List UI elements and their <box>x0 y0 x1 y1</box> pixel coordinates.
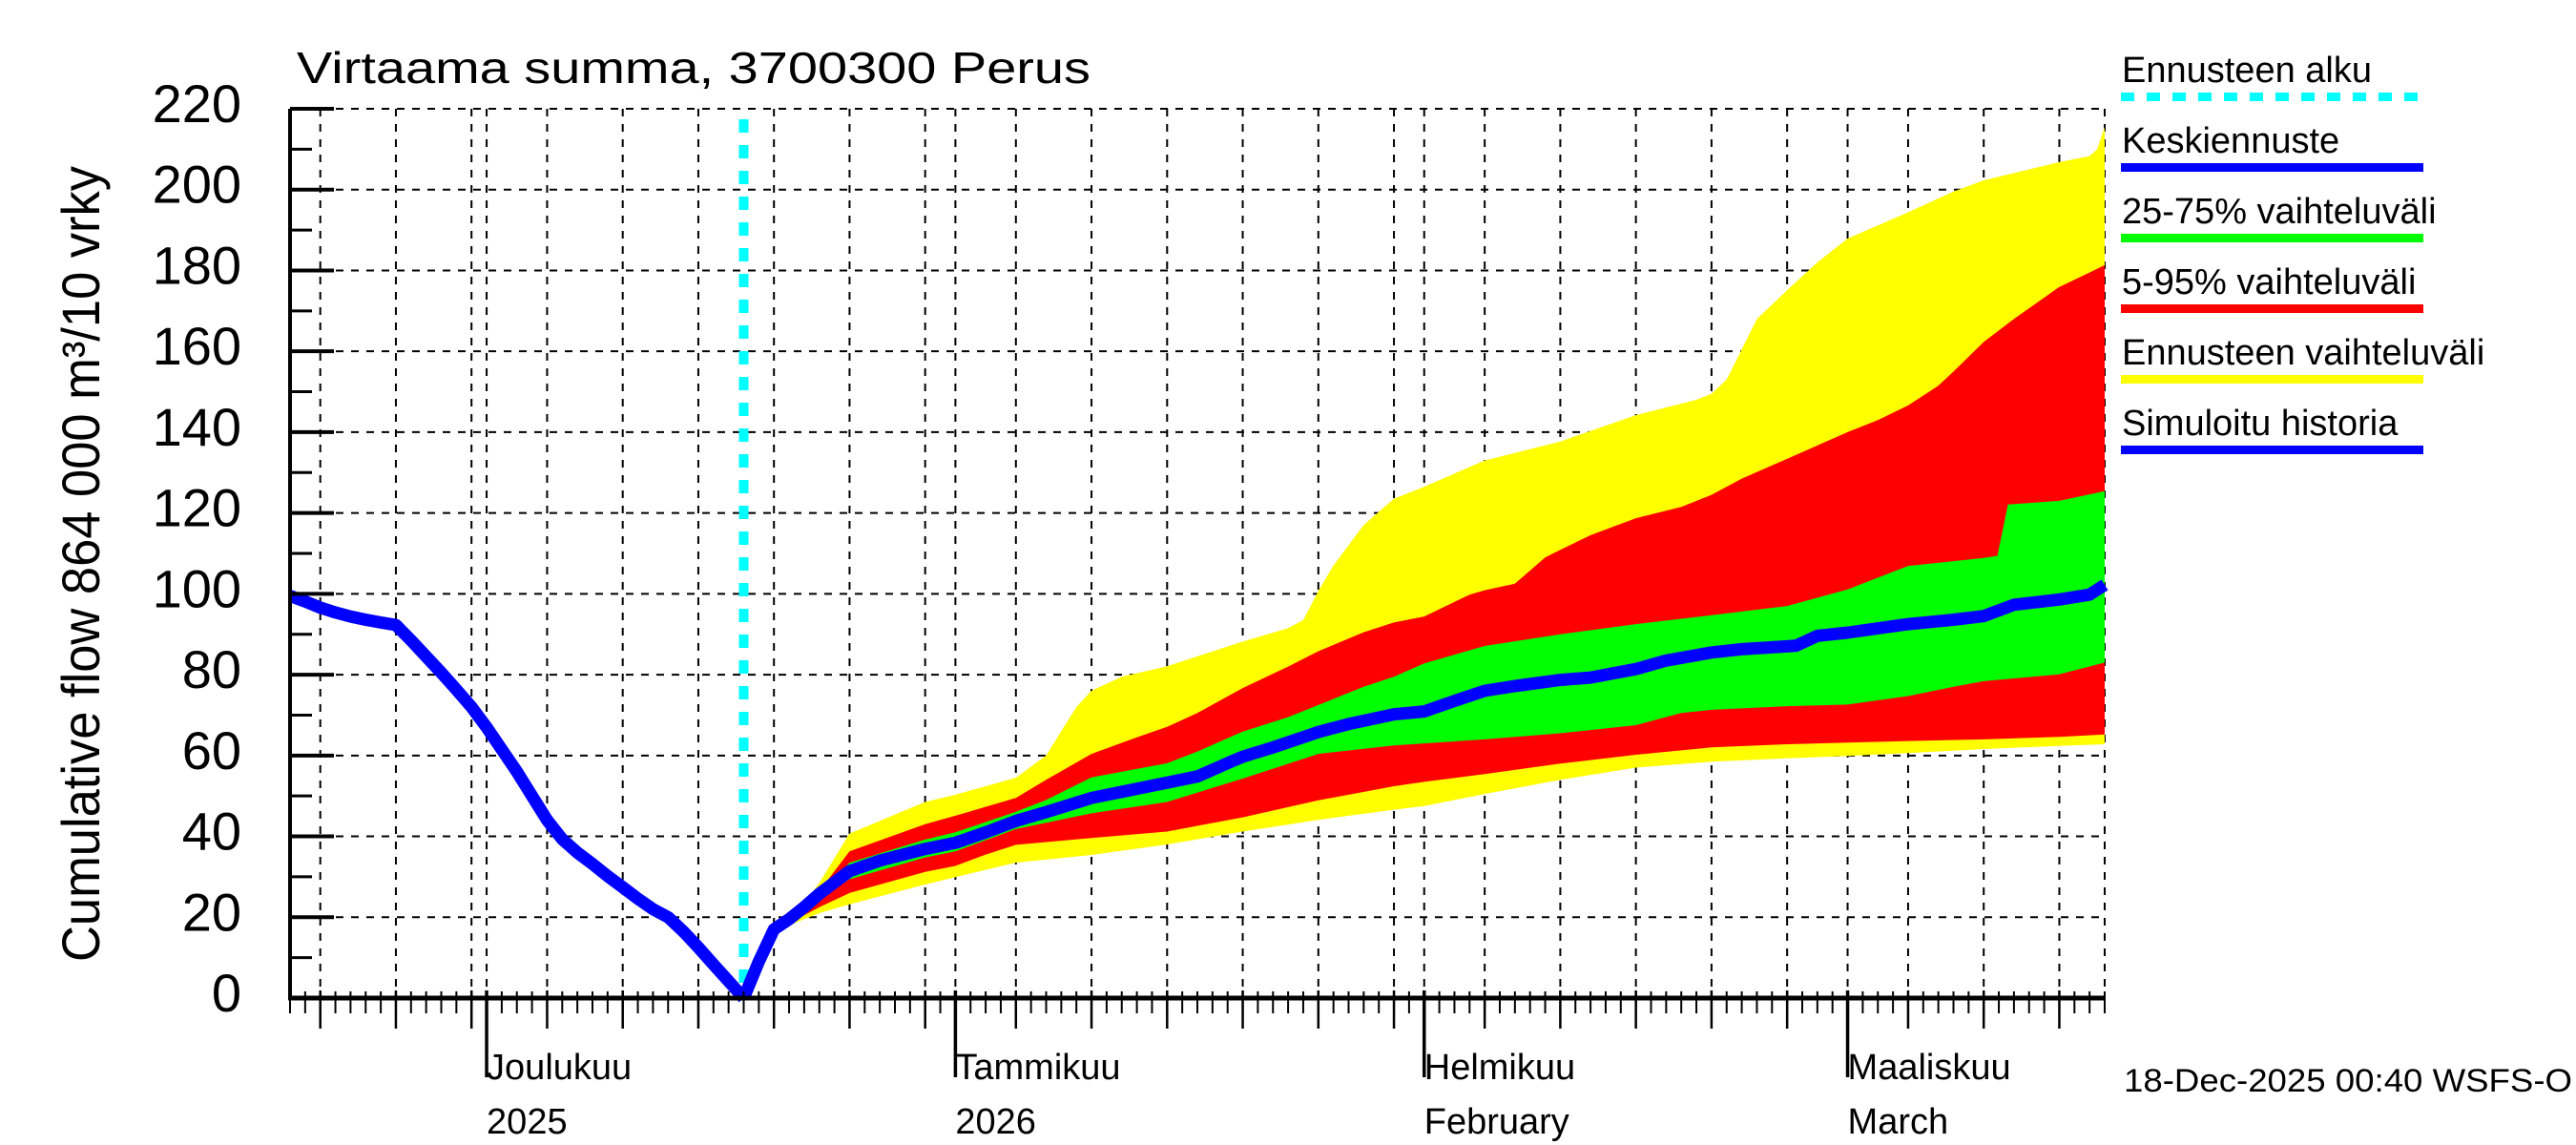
legend-label: Ennusteen alku <box>2122 51 2372 91</box>
chart-title: Virtaama summa, 3700300 Perus <box>297 43 1091 93</box>
month-label: Joulukuu <box>487 1048 632 1088</box>
history-line <box>287 590 749 1003</box>
legend-label: 5-95% vaihteluväli <box>2122 262 2416 302</box>
legend-label: Keskiennuste <box>2122 121 2339 161</box>
legend-label: Ennusteen vaihteluväli <box>2122 333 2484 373</box>
band-25-75 <box>743 490 2105 998</box>
y-tick-label: 160 <box>153 316 241 376</box>
line-layer <box>287 579 2109 1003</box>
median-line <box>737 579 2109 1001</box>
timestamp: 18-Dec-2025 00:40 WSFS-O <box>2124 1063 2572 1099</box>
y-tick-label: 80 <box>182 639 241 699</box>
y-tick-label: 200 <box>153 155 241 215</box>
y-tick-label: 40 <box>182 802 241 862</box>
axis-layer <box>288 107 2106 1077</box>
band-layer <box>743 127 2105 999</box>
y-tick-label: 20 <box>182 882 241 942</box>
month-sublabel: 2025 <box>487 1102 568 1142</box>
y-tick-label: 140 <box>153 397 241 457</box>
y-tick-label: 180 <box>153 235 241 295</box>
y-axis-label: Cumulative flow 864 000 m³/10 vrky <box>51 166 111 962</box>
y-tick-label: 60 <box>182 720 241 781</box>
legend-label: 25-75% vaihteluväli <box>2122 192 2437 232</box>
month-label: Tammikuu <box>955 1048 1120 1088</box>
legend: Ennusteen alku Keskiennuste 25-75% vaihtel… <box>2121 51 2484 454</box>
label-layer: Virtaama summa, 3700300 Perus Cumulative… <box>51 43 2572 1142</box>
y-tick-label: 0 <box>212 963 241 1023</box>
month-sublabel: March <box>1848 1102 1949 1142</box>
month-sublabel: 2026 <box>955 1102 1036 1142</box>
y-tick-label: 100 <box>153 558 241 618</box>
legend-label: Simuloitu historia <box>2122 404 2399 444</box>
month-label: Helmikuu <box>1424 1048 1575 1088</box>
y-tick-label: 220 <box>153 73 241 134</box>
month-sublabel: February <box>1424 1102 1569 1142</box>
month-label: Maaliskuu <box>1848 1048 2011 1088</box>
y-tick-label: 120 <box>153 478 241 538</box>
